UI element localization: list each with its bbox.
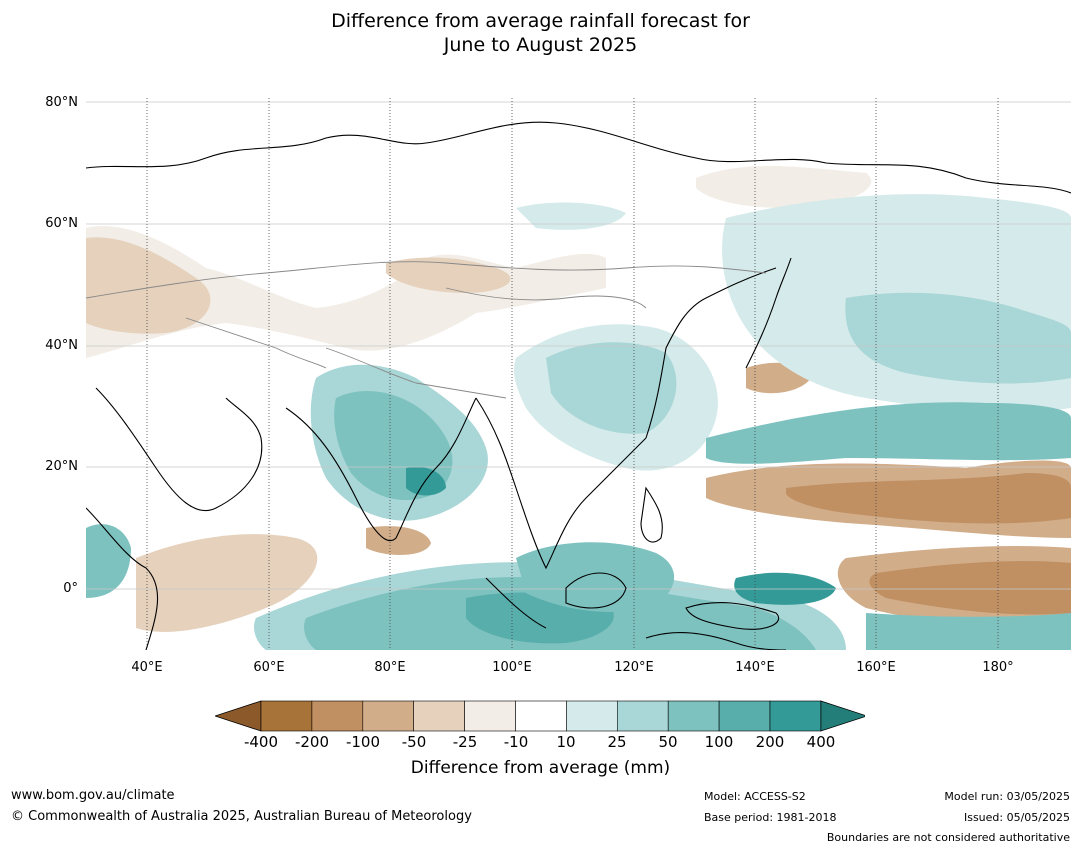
wet-region-kamchatka (966, 242, 1071, 290)
lon-label-40e: 40°E (131, 660, 163, 675)
coastline-philippines (640, 486, 663, 543)
lon-label-120e: 120°E (614, 660, 654, 675)
colorbar-segment (362, 700, 415, 732)
coastline-arctic (86, 121, 1071, 194)
colorbar-tick: -25 (452, 733, 478, 751)
coastline-japan (745, 257, 792, 369)
graticule (86, 98, 1071, 650)
dry-region-india-south (366, 526, 431, 555)
dry-region-africa-east (136, 534, 318, 632)
wet-region-east-asia (546, 342, 677, 434)
colorbar-tick: -400 (243, 733, 279, 751)
wet-region-pacific-northwest-inner (845, 292, 1071, 384)
colorbar-tick: -10 (503, 733, 529, 751)
colorbar-tick: 10 (556, 733, 576, 751)
coastlines (86, 121, 1071, 650)
coastline-arabia (95, 387, 263, 512)
border-central-asia (185, 317, 327, 369)
colorbar-tick: 200 (755, 733, 785, 751)
lon-label-180: 180° (982, 660, 1014, 675)
colorbar-segment (667, 700, 720, 732)
wet-region-arctic (516, 202, 626, 230)
wet-region-africa-west (86, 524, 131, 598)
wet-region-pacific-band (706, 402, 1071, 464)
colorbar-tick: 400 (806, 733, 836, 751)
coastline-china (645, 267, 777, 439)
colorbar-segment (616, 700, 669, 732)
colorbar-tick: 50 (658, 733, 678, 751)
colorbar-segment (260, 700, 313, 732)
border-china-west (325, 347, 507, 399)
wet-region-maritime-continent (516, 542, 675, 613)
colorbar-tick: 100 (704, 733, 734, 751)
lat-label-0: 0° (63, 581, 78, 596)
colorbar-tick: 25 (607, 733, 627, 751)
border-mongolia (445, 287, 647, 309)
colorbar-extend-low (215, 700, 262, 732)
dry-region-caspian (86, 237, 211, 334)
dry-region-central-asia (86, 226, 606, 358)
lon-label-80e: 80°E (374, 660, 406, 675)
coastline-se-asia (475, 397, 647, 570)
map-title-line-2: June to August 2025 (443, 34, 638, 56)
coastline-australia (645, 632, 787, 650)
rainfall-anomaly-map (86, 98, 1071, 650)
country-borders (86, 261, 767, 399)
footer-copyright: © Commonwealth of Australia 2025, Austra… (11, 809, 472, 824)
coastline-africa (86, 507, 159, 650)
lat-label-60n: 60°N (45, 216, 78, 231)
dry-anomaly-regions (86, 166, 1071, 632)
colorbar-tick: -200 (294, 733, 330, 751)
colorbar-label: Difference from average (mm) (410, 758, 671, 778)
wet-region-bay-of-bengal-core (406, 466, 446, 496)
lat-label-40n: 40°N (45, 338, 78, 353)
footer-url[interactable]: www.bom.gov.au/climate (11, 788, 175, 803)
coastline-borneo (565, 572, 627, 609)
colorbar-segment (413, 700, 465, 732)
colorbar-segment (566, 700, 618, 732)
border-russia-south (86, 261, 767, 299)
colorbar-segment (515, 700, 567, 732)
lon-label-100e: 100°E (492, 660, 532, 675)
colorbar-tick: -50 (401, 733, 427, 751)
colorbar-segment (311, 700, 364, 732)
dry-region-pacific-north-core (786, 473, 1071, 524)
lat-label-80n: 80°N (45, 95, 78, 110)
colorbar-segment (769, 700, 822, 732)
colorbar (215, 700, 865, 732)
colorbar-tick: -100 (345, 733, 381, 751)
lon-label-60e: 60°E (253, 660, 285, 675)
wet-anomaly-regions (86, 194, 1071, 650)
dry-region-kazakhstan (386, 257, 511, 293)
dry-region-pacific-equator-core (869, 561, 1071, 615)
footer-model-run: Model run: 03/05/2025 (944, 790, 1070, 803)
footer-boundaries-note: Boundaries are not considered authoritat… (826, 831, 1070, 844)
lon-label-140e: 140°E (735, 660, 775, 675)
footer-base-period: Base period: 1981-2018 (704, 811, 837, 824)
lat-label-20n: 20°N (45, 459, 78, 474)
lon-label-160e: 160°E (856, 660, 896, 675)
wet-region-pacific-south (866, 613, 1071, 650)
colorbar-extend-high (820, 700, 865, 732)
coastline-sumatra (485, 577, 547, 629)
footer-model: Model: ACCESS-S2 (704, 790, 806, 803)
colorbar-segments (215, 700, 865, 732)
dry-region-siberia (696, 166, 872, 208)
colorbar-segment (718, 700, 771, 732)
coastline-india (285, 397, 477, 541)
colorbar-segment (464, 700, 516, 732)
footer-issued: Issued: 05/05/2025 (963, 811, 1070, 824)
coastline-new-guinea (685, 602, 779, 630)
map-title-line-1: Difference from average rainfall forecas… (331, 10, 750, 32)
